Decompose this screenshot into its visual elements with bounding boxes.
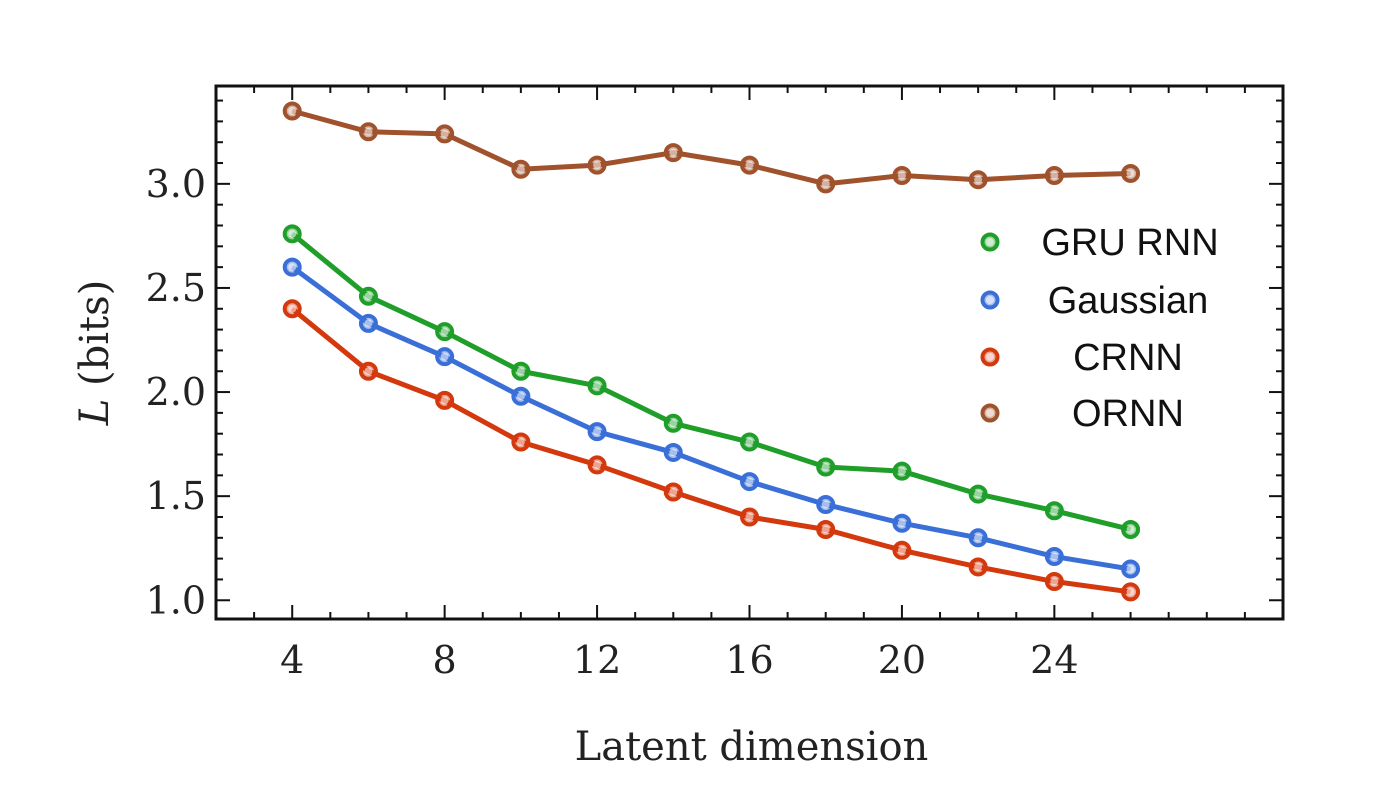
data-point-highlight — [669, 448, 678, 457]
legend-item: ORNN — [980, 393, 1184, 435]
data-point-highlight — [669, 148, 678, 157]
y-axis-title-symbol: L — [72, 399, 118, 427]
data-point-highlight — [364, 127, 373, 136]
data-point-highlight — [364, 319, 373, 328]
x-tick-label: 20 — [878, 638, 926, 682]
x-tick-label: 4 — [280, 638, 304, 682]
data-point-highlight — [1126, 587, 1135, 596]
legend: GRU RNN Gaussian CRNN ORNN — [980, 222, 1219, 435]
legend-label: ORNN — [1072, 393, 1184, 435]
major-ticks — [216, 86, 1283, 619]
data-point-highlight — [897, 546, 906, 555]
data-point-highlight — [593, 381, 602, 390]
data-point-highlight — [516, 392, 525, 401]
legend-marker-highlight — [986, 353, 994, 361]
legend-label: GRU RNN — [1041, 222, 1218, 264]
data-point-highlight — [821, 500, 830, 509]
data-point-highlight — [897, 519, 906, 528]
data-point-highlight — [821, 525, 830, 534]
data-point-highlight — [593, 460, 602, 469]
data-point-highlight — [516, 367, 525, 376]
data-point-highlight — [440, 327, 449, 336]
series-gaussian — [282, 257, 1141, 579]
data-point-highlight — [745, 161, 754, 170]
legend-item: Gaussian — [980, 280, 1209, 322]
legend-label: Gaussian — [1048, 280, 1209, 322]
data-point-highlight — [288, 304, 297, 313]
data-point-highlight — [974, 175, 983, 184]
data-point-highlight — [745, 477, 754, 486]
data-point-highlight — [974, 562, 983, 571]
data-point-highlight — [974, 533, 983, 542]
data-point-highlight — [440, 129, 449, 138]
data-point-highlight — [593, 161, 602, 170]
data-point-highlight — [516, 165, 525, 174]
data-point-highlight — [516, 438, 525, 447]
series-line — [291, 108, 1131, 187]
data-point-highlight — [974, 490, 983, 499]
legend-marker-highlight — [986, 238, 994, 246]
data-point-highlight — [669, 487, 678, 496]
data-point-highlight — [440, 396, 449, 405]
data-point-highlight — [288, 229, 297, 238]
series-ornn — [282, 101, 1141, 194]
y-tick-labels: 1.0 1.5 2.0 2.5 3.0 — [146, 162, 206, 622]
legend-marker-highlight — [986, 409, 994, 417]
data-point-highlight — [897, 467, 906, 476]
x-axis-title: Latent dimension — [575, 724, 929, 770]
y-axis-title-unit: (bits) — [72, 280, 118, 399]
y-tick-label: 3.0 — [146, 162, 206, 206]
data-point-highlight — [1050, 552, 1059, 561]
x-tick-label: 12 — [573, 638, 621, 682]
data-point-highlight — [745, 512, 754, 521]
y-tick-label: 1.5 — [146, 474, 206, 518]
series-gru-rnn — [282, 224, 1141, 539]
data-point-highlight — [593, 427, 602, 436]
data-point-highlight — [1126, 169, 1135, 178]
data-point-highlight — [669, 419, 678, 428]
x-tick-label: 8 — [433, 638, 457, 682]
y-tick-label: 1.0 — [146, 578, 206, 622]
legend-item: CRNN — [980, 337, 1183, 379]
data-point-highlight — [364, 292, 373, 301]
x-tick-label: 24 — [1030, 638, 1078, 682]
data-point-highlight — [821, 463, 830, 472]
data-point-highlight — [1050, 171, 1059, 180]
data-point-highlight — [1050, 577, 1059, 586]
legend-label: CRNN — [1073, 337, 1183, 379]
data-point-highlight — [897, 171, 906, 180]
x-tick-labels: 4 8 12 16 20 24 — [280, 638, 1078, 682]
data-point-highlight — [1126, 525, 1135, 534]
series-line — [290, 231, 1132, 532]
data-point-highlight — [288, 263, 297, 272]
data-point-highlight — [364, 367, 373, 376]
data-point-highlight — [440, 352, 449, 361]
legend-item: GRU RNN — [980, 222, 1219, 264]
y-tick-label: 2.0 — [146, 370, 206, 414]
series-crnn — [282, 299, 1141, 602]
data-point-highlight — [821, 179, 830, 188]
series-line — [290, 265, 1131, 572]
data-point-highlight — [745, 438, 754, 447]
x-tick-label: 16 — [725, 638, 773, 682]
y-axis-title: L (bits) — [72, 280, 118, 427]
legend-marker-highlight — [986, 296, 994, 304]
data-point-highlight — [288, 106, 297, 115]
plot-frame — [214, 84, 1285, 621]
data-point-highlight — [1126, 565, 1135, 574]
data-point-highlight — [1050, 506, 1059, 515]
series-layer — [282, 101, 1141, 602]
y-tick-label: 2.5 — [146, 266, 206, 310]
series-line — [290, 306, 1131, 595]
